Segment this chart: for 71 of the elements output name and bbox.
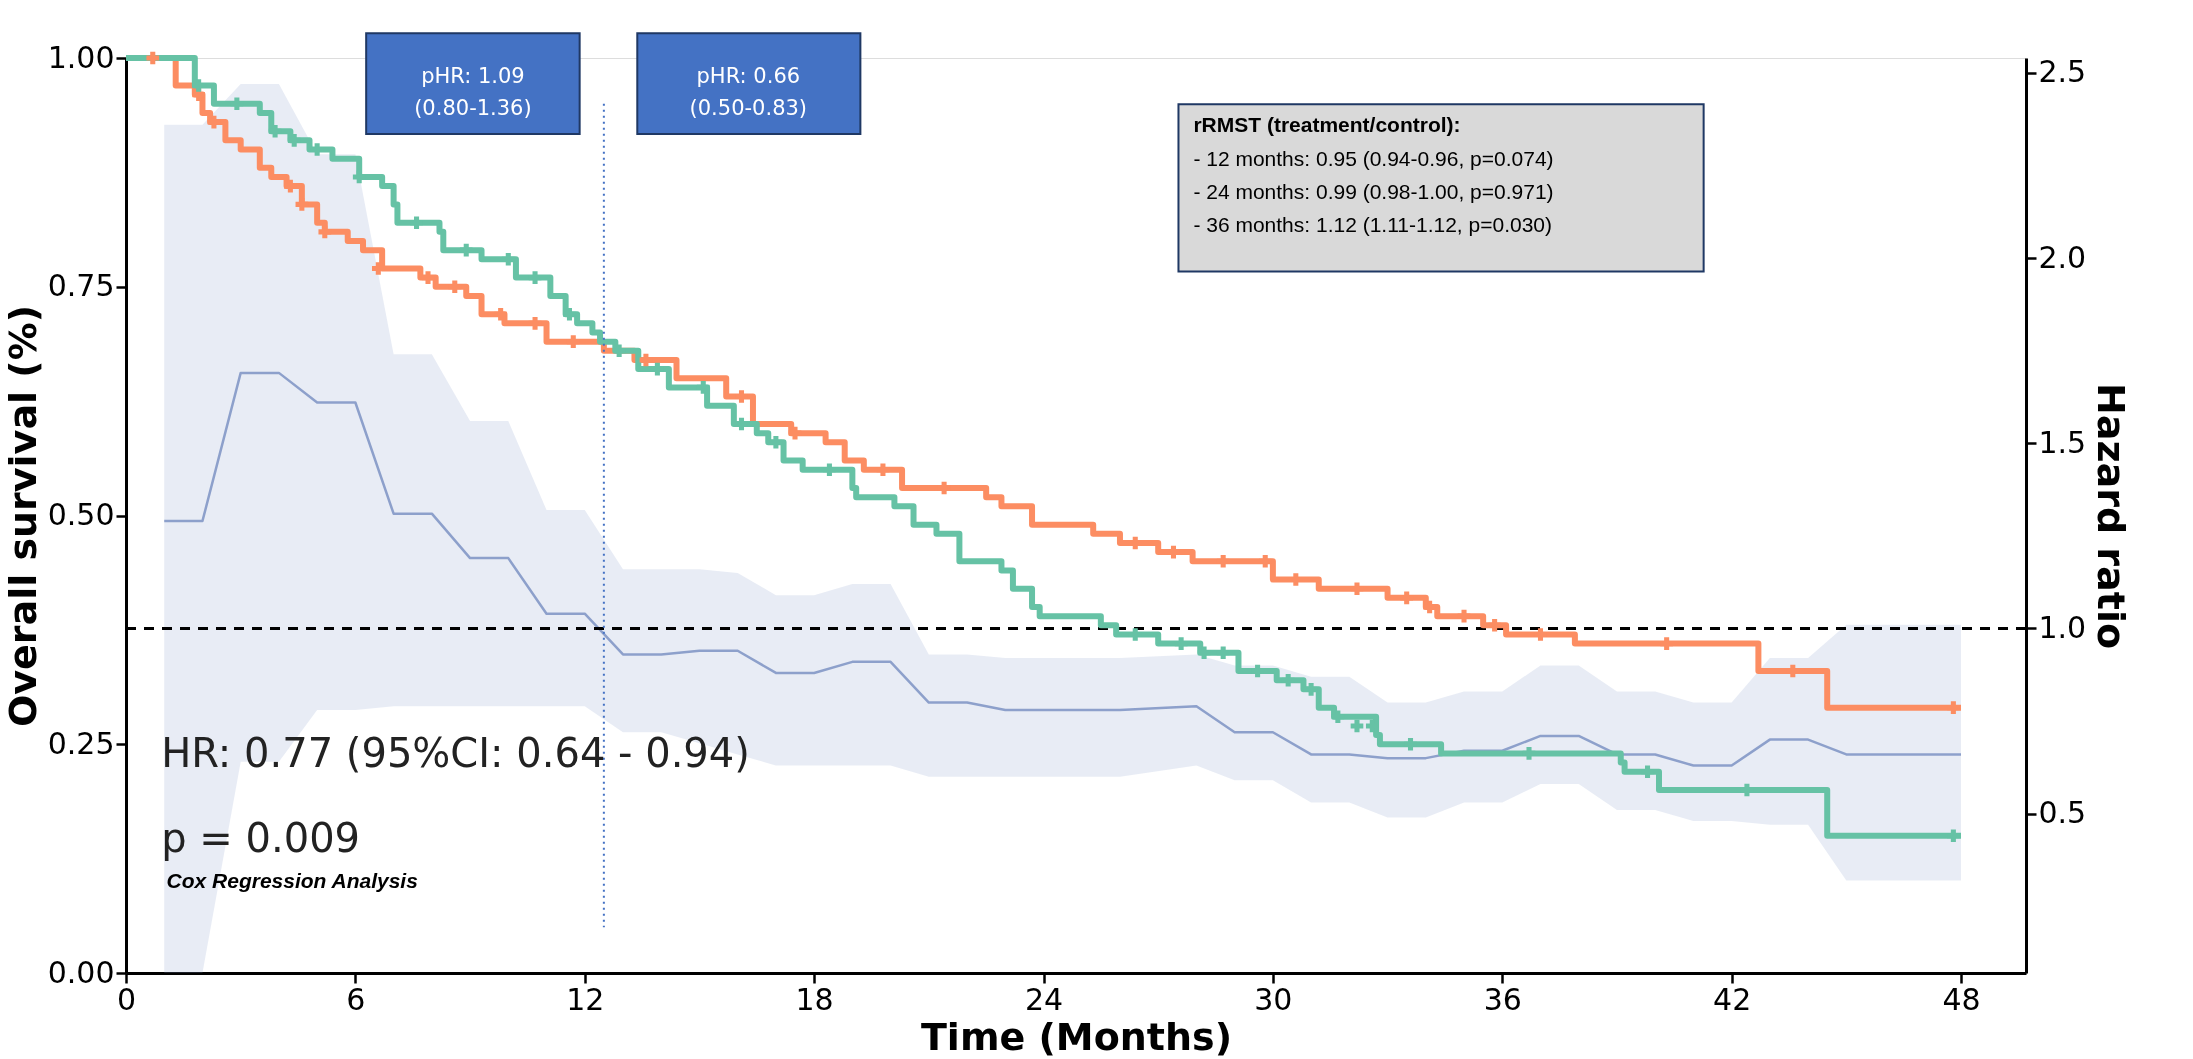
- y-tick-label: 0.00: [47, 954, 115, 990]
- y-tick-label: 0.50: [47, 497, 115, 532]
- point: [1488, 618, 1501, 632]
- point: [448, 280, 462, 294]
- point: [1947, 829, 1960, 843]
- x-tick-label: 30: [1254, 981, 1293, 1017]
- point: [528, 317, 542, 330]
- x-tick-label: 42: [1713, 981, 1752, 1017]
- annotation: - 12 months: 0.95 (0.94-0.96, p=0.074): [1193, 146, 1554, 170]
- x-tick-label: 0: [116, 981, 137, 1017]
- point: [494, 307, 507, 321]
- point: [1331, 710, 1345, 724]
- point: [566, 335, 580, 348]
- point: [146, 51, 160, 65]
- y2-tick-label: 0.5: [2038, 795, 2087, 831]
- point: [563, 307, 576, 321]
- y-tick-label: 0.25: [47, 725, 115, 761]
- annotation: HR: 0.77 (95%CI: 0.64 - 0.94): [161, 729, 750, 776]
- annotation: p = 0.009: [161, 814, 361, 861]
- point: [1197, 646, 1211, 660]
- point: [1216, 646, 1230, 660]
- x-tick-label: 24: [1024, 981, 1064, 1017]
- y2-tick-label: 2.0: [2038, 239, 2087, 275]
- point: [1400, 591, 1414, 605]
- y-axis-title: Overall survival (%): [0, 304, 45, 728]
- point: [1404, 737, 1417, 751]
- point: [421, 271, 435, 284]
- x-axis-title: Time (Months): [920, 1014, 1233, 1059]
- annotation: rRMST (treatment/control):: [1193, 112, 1461, 136]
- annotation: - 36 months: 1.12 (1.11-1.12, p=0.030): [1193, 212, 1553, 236]
- point: [1947, 701, 1960, 714]
- y2-tick-label: 1.5: [2038, 424, 2087, 460]
- point: [769, 435, 783, 449]
- y-tick-label: 0.75: [47, 268, 115, 304]
- point: [696, 381, 710, 394]
- point: [1216, 554, 1230, 568]
- point: [1522, 747, 1536, 760]
- annotation: - 24 months: 0.99 (0.98-1.00, p=0.971): [1193, 179, 1554, 203]
- point: [1281, 673, 1295, 687]
- x-tick-label: 48: [1942, 981, 1981, 1017]
- annotation: pHR: 0.66 (0.50-0.83): [689, 64, 808, 120]
- point: [1258, 554, 1272, 568]
- point: [1350, 582, 1364, 596]
- annotation: Cox Regression Analysis: [166, 868, 418, 892]
- point: [612, 344, 626, 358]
- point: [1641, 765, 1654, 779]
- x-tick-label: 36: [1483, 981, 1522, 1017]
- x-tick-label: 18: [795, 981, 834, 1017]
- point: [410, 216, 423, 230]
- point: [1660, 637, 1673, 650]
- x-tick-label: 6: [346, 981, 366, 1017]
- point: [318, 225, 332, 239]
- point: [287, 134, 301, 147]
- point: [459, 243, 473, 257]
- y2-tick-label: 1.0: [2038, 609, 2087, 645]
- point: [876, 463, 890, 477]
- point: [528, 271, 542, 284]
- point: [268, 124, 282, 138]
- point: [501, 252, 515, 266]
- y-tick-label: 1.00: [47, 39, 115, 75]
- annotation: pHR: 1.09 (0.80-1.36): [414, 64, 532, 120]
- point: [230, 97, 244, 111]
- point: [295, 198, 309, 211]
- point: [1457, 609, 1471, 623]
- point: [1350, 719, 1364, 733]
- point: [823, 463, 836, 477]
- y2-axis-title: Hazard ratio: [2089, 382, 2134, 650]
- y2-tick-label: 2.5: [2038, 54, 2087, 90]
- point: [788, 426, 802, 440]
- x-tick-label: 12: [566, 981, 605, 1017]
- point: [1174, 637, 1188, 650]
